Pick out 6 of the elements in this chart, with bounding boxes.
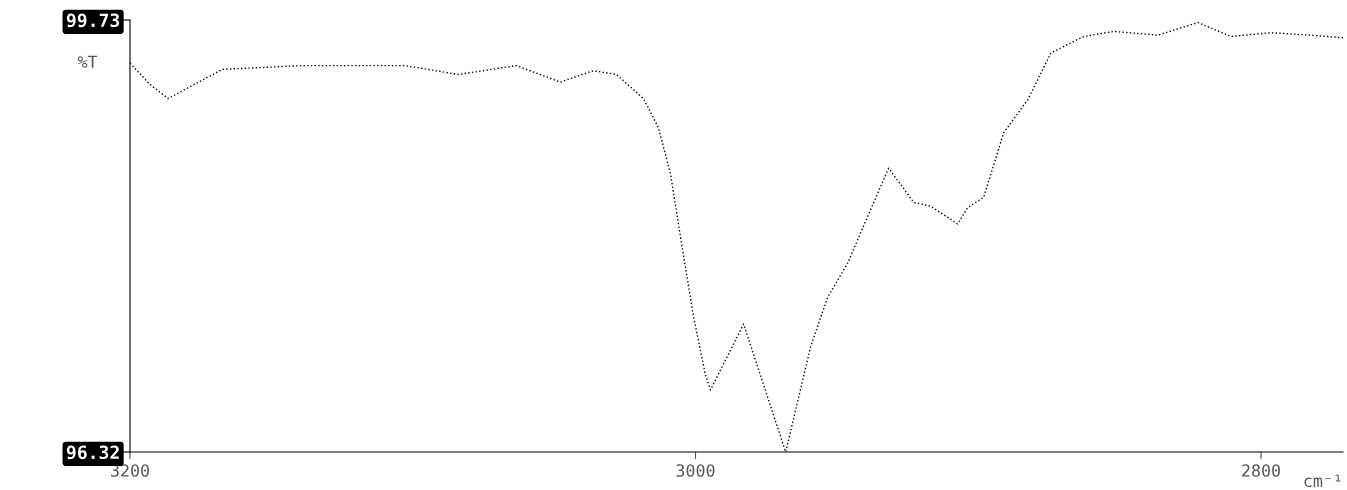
x-tick-label: 3000 — [676, 464, 715, 477]
x-tick-label: 2800 — [1242, 464, 1280, 477]
y-tick-label: 96.32 — [66, 445, 119, 460]
y-axis-title: %T — [77, 55, 98, 68]
x-axis-title: cm⁻¹ — [1304, 474, 1341, 488]
y-tick-label: 99.73 — [66, 13, 120, 28]
